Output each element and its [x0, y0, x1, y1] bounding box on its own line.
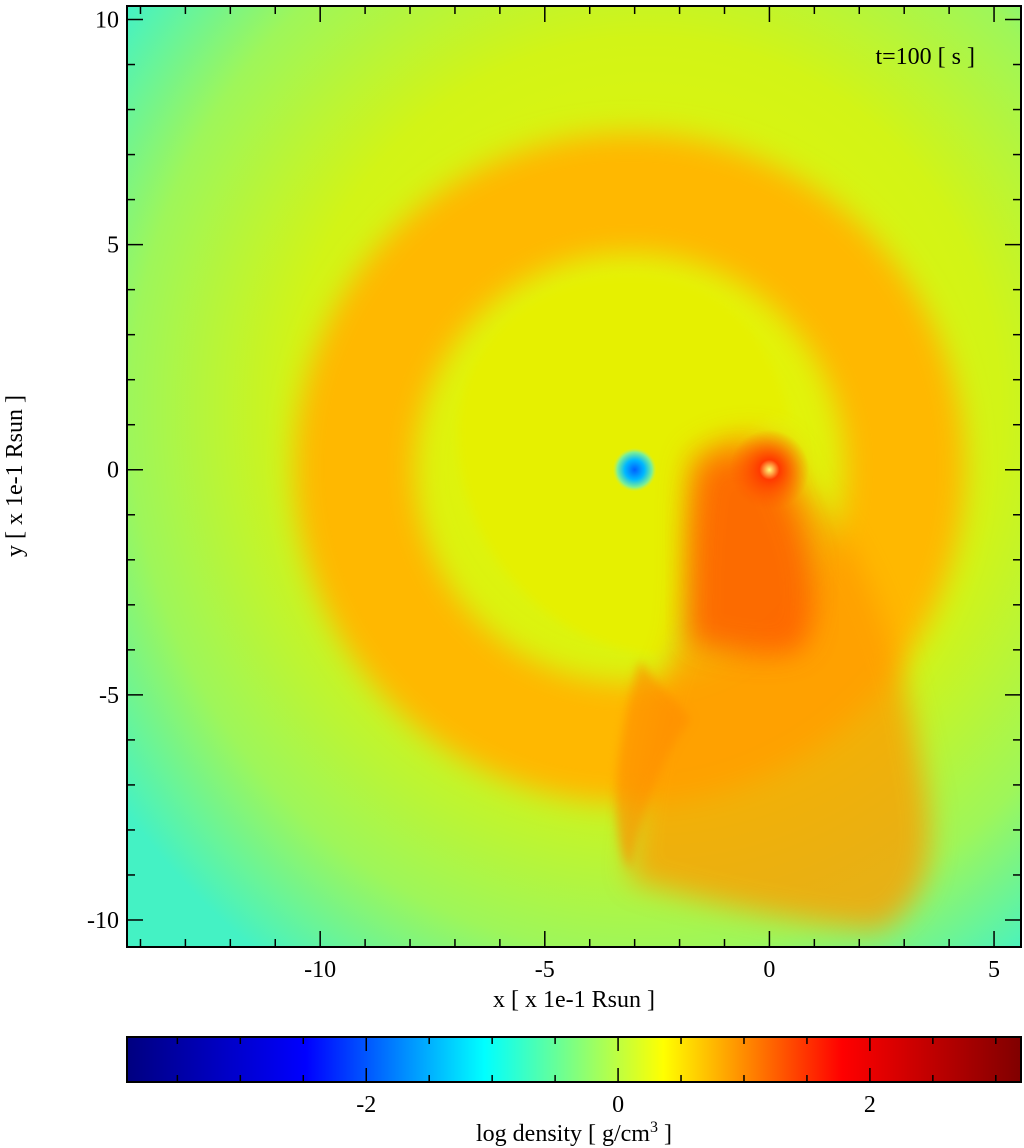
colorbar-tick-label: -2: [356, 1092, 376, 1118]
x-axis-ticks: -10 -5 0 5: [139, 6, 1000, 983]
y-tick-label: -5: [99, 683, 119, 709]
colorbar-label: log density [ g/cm3 ]: [476, 1119, 672, 1147]
colorbar-label-suffix: ]: [658, 1121, 672, 1147]
colorbar-tick-label: 2: [864, 1092, 876, 1118]
density-minimum: [612, 447, 657, 492]
colorbar: [126, 1036, 1022, 1083]
feature-layer: [612, 429, 810, 510]
y-axis-label: y [ x 1e-1 Rsun ]: [2, 395, 28, 557]
y-tick-label: 0: [107, 458, 119, 484]
colorbar-label-prefix: log density [ g/cm: [476, 1121, 650, 1147]
time-annotation: t=100 [ s ]: [875, 44, 975, 70]
dense-core: [729, 429, 810, 510]
density-map: [127, 6, 1021, 947]
tail-stream: [616, 660, 690, 870]
colorbar-label-sup: 3: [650, 1119, 658, 1136]
x-axis-label: x [ x 1e-1 Rsun ]: [493, 987, 655, 1013]
x-tick-label: 0: [763, 957, 775, 983]
x-tick-label: -10: [304, 957, 336, 983]
y-axis-ticks: -10 -5 0 5 10: [87, 8, 1021, 934]
x-tick-label: 5: [988, 957, 1000, 983]
y-tick-label: 10: [95, 8, 119, 34]
y-tick-label: 5: [107, 233, 119, 259]
colorbar-ticks: -2 0 2: [176, 1037, 997, 1118]
colorbar-tick-label: 0: [612, 1092, 624, 1118]
y-tick-label: -10: [87, 908, 119, 934]
x-tick-label: -5: [535, 957, 555, 983]
plot-frame: [126, 5, 1022, 948]
